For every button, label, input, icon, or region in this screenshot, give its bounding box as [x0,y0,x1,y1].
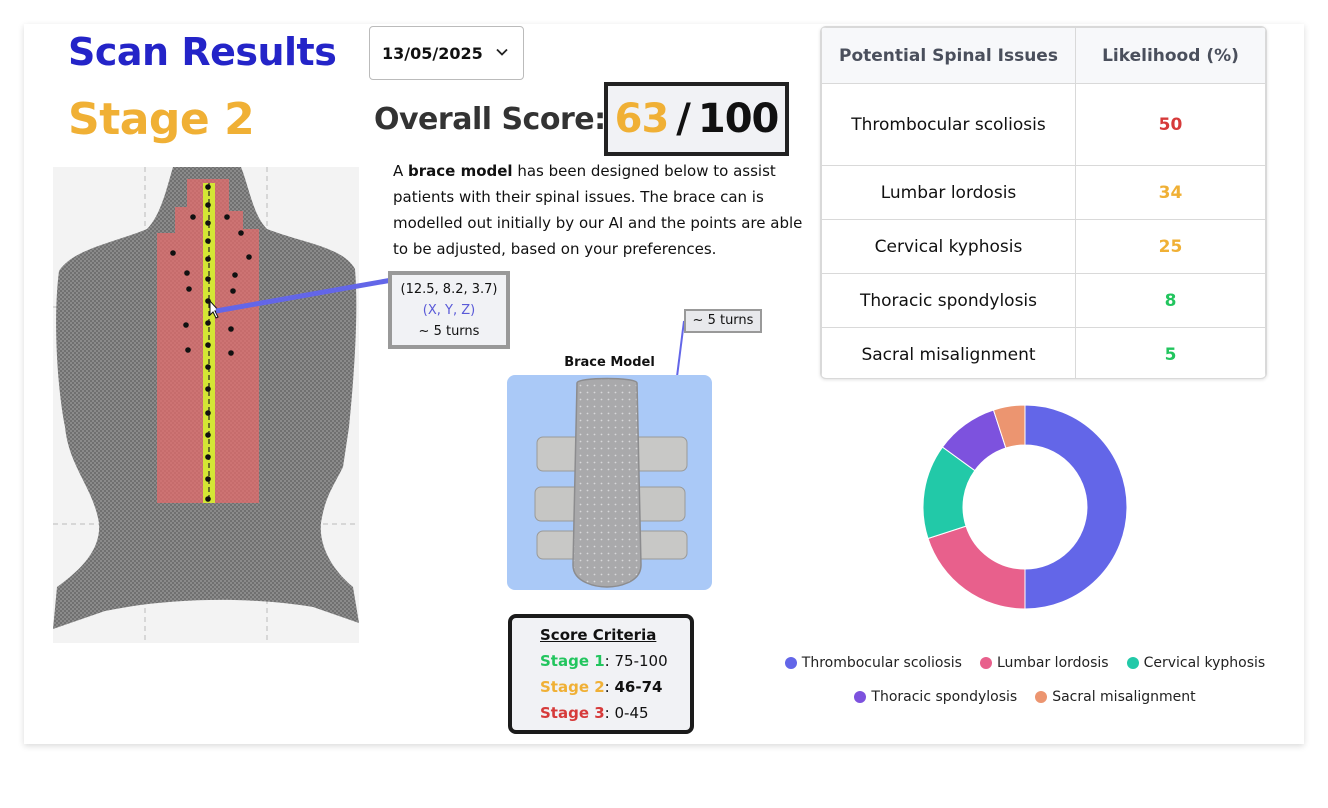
issue-name: Thoracic spondylosis [821,273,1076,328]
legend-item[interactable]: Cervical kyphosis [1126,655,1266,671]
page-title: Scan Results [68,30,337,74]
likelihood-value: 50 [1075,83,1266,166]
legend-dot-icon [1035,691,1048,703]
score-criteria-title: Score Criteria [540,626,657,644]
legend-item[interactable]: Sacral misalignment [1035,689,1196,705]
table-row[interactable]: Lumbar lordosis 34 [821,165,1266,220]
donut-slice-sacral-misalignment[interactable] [992,404,1026,449]
chevron-down-icon [496,48,508,56]
stage-heading: Stage 2 [68,94,255,145]
brace-model-emphasis: brace model [408,162,513,180]
donut-slice-lumbar-lordosis[interactable] [927,525,1026,610]
likelihood-value: 25 [1075,219,1266,274]
back-scan-image [53,167,359,643]
legend-item[interactable]: Lumbar lordosis [979,655,1109,671]
table-row[interactable]: Thoracic spondylosis 8 [821,273,1266,328]
coordinate-tooltip: (12.5, 8.2, 3.7) (X, Y, Z) ~ 5 turns [388,271,510,349]
criteria-stage-2: Stage 2: 46-74 [540,678,663,696]
spinal-issues-table: Potential Spinal Issues Likelihood (%) T… [820,26,1267,379]
column-header-issues[interactable]: Potential Spinal Issues [821,27,1076,84]
table-row[interactable]: Thrombocular scoliosis 50 [821,83,1266,166]
score-separator: / [676,96,691,142]
chart-legend: Thrombocular scoliosis Lumbar lordosis Cer… [760,646,1290,714]
legend-label: Sacral misalignment [1052,689,1196,705]
overall-score-label: Overall Score: [374,102,606,137]
score-criteria: Score Criteria Stage 1: 75-100 Stage 2: … [508,614,694,734]
likelihood-value: 8 [1075,273,1266,328]
legend-label: Cervical kyphosis [1143,655,1266,671]
likelihood-value: 34 [1075,165,1266,220]
legend-dot-icon [784,657,797,669]
brace-model-label: Brace Model [564,355,655,370]
score-max: 100 [697,96,779,142]
legend-item[interactable]: Thrombocular scoliosis [784,655,962,671]
coordinate-turns: ~ 5 turns [418,323,480,339]
issue-name: Sacral misalignment [821,327,1076,378]
legend-dot-icon [1126,657,1139,669]
brace-turns-tag: ~ 5 turns [684,309,762,333]
issue-name: Thrombocular scoliosis [821,83,1076,166]
legend-dot-icon [854,691,867,703]
column-header-likelihood[interactable]: Likelihood (%) [1075,27,1266,84]
score-value: 63 [614,96,670,142]
coordinate-values: (12.5, 8.2, 3.7) [400,281,498,297]
legend-label: Thrombocular scoliosis [801,655,962,671]
legend-label: Thoracic spondylosis [871,689,1018,705]
overall-score-box: 63 / 100 [604,82,789,156]
brace-model-image[interactable] [507,375,712,590]
table-row[interactable]: Cervical kyphosis 25 [821,219,1266,274]
likelihood-donut-chart [922,404,1128,610]
table-row[interactable]: Sacral misalignment 5 [821,327,1266,378]
date-select[interactable]: 13/05/2025 [369,26,524,80]
coordinate-axes: (X, Y, Z) [422,302,476,318]
date-value: 13/05/2025 [382,43,483,63]
criteria-stage-1: Stage 1: 75-100 [540,652,668,670]
legend-label: Lumbar lordosis [996,655,1109,671]
brace-description: A brace model has been designed below to… [393,162,803,258]
likelihood-value: 5 [1075,327,1266,378]
legend-item[interactable]: Thoracic spondylosis [854,689,1017,705]
donut-slice-thrombocular-scoliosis[interactable] [1024,404,1128,610]
legend-dot-icon [979,657,992,669]
criteria-stage-3: Stage 3: 0-45 [540,704,649,722]
issue-name: Cervical kyphosis [821,219,1076,274]
issue-name: Lumbar lordosis [821,165,1076,220]
